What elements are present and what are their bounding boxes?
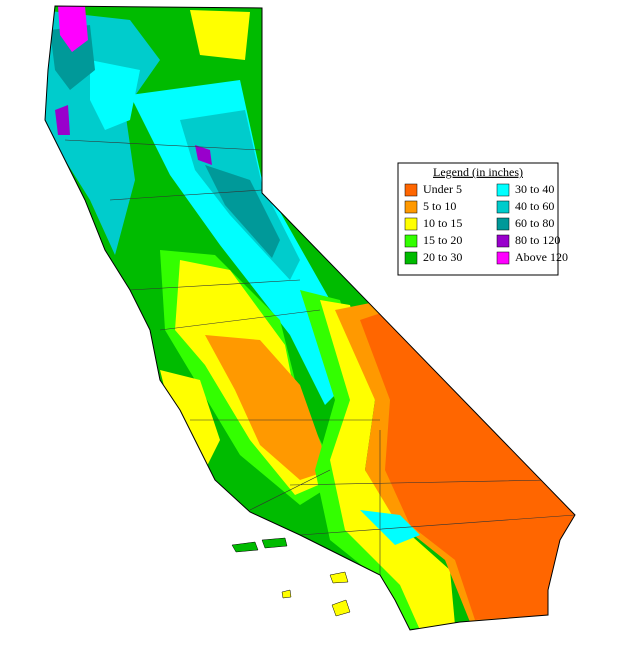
islands [231,537,351,617]
state-outline [44,5,576,631]
region [190,10,250,60]
island [329,571,349,584]
legend-label: 5 to 10 [423,199,456,213]
region [205,335,330,480]
legend-box [397,162,559,276]
region [58,6,88,52]
legend-swatch [404,183,418,197]
legend-swatch [404,217,418,231]
legend-swatch [496,251,510,265]
legend-label: Under 5 [423,182,462,196]
legend-label: 40 to 60 [515,199,554,213]
island [331,599,351,617]
legend-label: 60 to 80 [515,216,554,230]
legend-swatch [404,200,418,214]
region [360,310,575,620]
legend-swatch [496,183,510,197]
legend-swatch [404,234,418,248]
island [281,589,292,599]
legend-swatch [496,200,510,214]
island [231,541,259,553]
island [261,537,288,549]
legend-label: 30 to 40 [515,182,554,196]
region [320,300,455,630]
legend-title: Legend (in inches) [433,165,523,179]
legend: Legend (in inches) Under 5 5 to 10 10 to 1… [397,162,568,276]
legend-label: Above 120 [515,250,568,264]
legend-label: 15 to 20 [423,233,462,247]
region [205,165,280,258]
region [90,60,140,130]
legend-swatch [404,251,418,265]
legend-label: 10 to 15 [423,216,462,230]
region [130,80,350,405]
legend-swatch [496,217,510,231]
legend-label: 80 to 120 [515,233,560,247]
region [360,510,420,545]
legend-label: 20 to 30 [423,250,462,264]
legend-swatch [496,234,510,248]
